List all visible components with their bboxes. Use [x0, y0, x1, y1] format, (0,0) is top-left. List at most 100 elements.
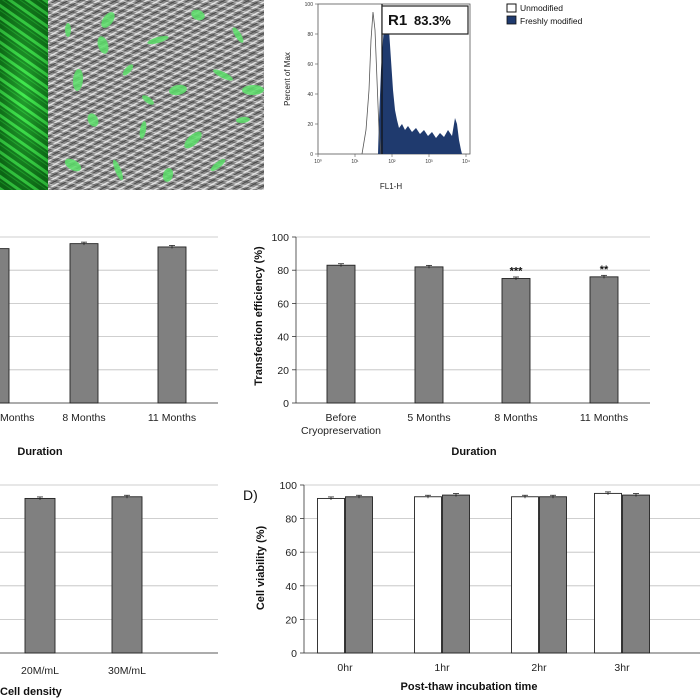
xtick-label: 0hr [337, 662, 353, 674]
flow-ytick-label: 0 [310, 152, 313, 158]
flow-xtick-label: 10² [388, 159, 396, 165]
gfp-cell [169, 84, 187, 96]
flow-ytick-label: 60 [307, 62, 313, 68]
legend-swatch-freshly-modified [506, 15, 517, 25]
gfp-cell [113, 159, 123, 181]
ytick-label: 60 [285, 547, 297, 559]
xtick-label: 8 Months [494, 412, 537, 424]
gfp-cell [101, 12, 115, 28]
gfp-cell [139, 121, 147, 139]
gfp-cell [232, 27, 244, 43]
flow-ytick-label: 100 [305, 2, 314, 8]
xtick-label: 1hr [434, 662, 450, 674]
gfp-cell [97, 36, 109, 54]
flow-ytick-label: 20 [307, 122, 313, 128]
gfp-cell [213, 69, 233, 81]
flow-ytick-label: 80 [307, 32, 313, 38]
y-axis-title: Cell viability (%) [255, 525, 267, 610]
flow-xtick-label: 10⁴ [462, 159, 470, 165]
ytick-label: 0 [283, 398, 289, 410]
gfp-cell [162, 168, 174, 182]
xtick-label: Before [326, 412, 357, 424]
x-axis-title: Cell density [0, 686, 63, 698]
ytick-label: 80 [285, 514, 297, 526]
xtick-label: Months [0, 412, 34, 424]
gfp-cell [147, 35, 169, 45]
bar [326, 264, 356, 404]
bar [539, 496, 567, 654]
gfp-cell [210, 158, 226, 172]
bar [511, 496, 539, 654]
ytick-label: 20 [285, 614, 297, 626]
bar [69, 243, 99, 404]
xtick-label: 11 Months [580, 412, 628, 424]
unmodified-histogram [361, 11, 382, 155]
flow-ylabel: Percent of Max [283, 52, 292, 106]
bar [0, 248, 10, 404]
xtick-label: 30M/mL [108, 665, 146, 677]
flow-histogram: 100 80 60 40 20 0 10⁰ 10¹ 10² 10³ 10⁴ Percent of … [283, 2, 583, 191]
x-axis-title: Duration [451, 446, 497, 458]
significance-marker: ** [600, 264, 609, 276]
viability-duration-chart: Months 8 Months 11 Months Duration [0, 236, 218, 458]
gfp-cell [87, 113, 99, 127]
gfp-cell [142, 95, 154, 105]
gfp-fluorescence-image [0, 0, 48, 190]
ytick-label: 60 [277, 298, 289, 310]
bar [442, 494, 470, 654]
phase-contrast-overlay-image [48, 0, 264, 190]
post-thaw-chart: 0 20 40 60 80 100 0hr 1hr 2hr 3hr D) Cell viability… [243, 480, 700, 693]
ytick-label: 100 [271, 232, 289, 244]
significance-marker: *** [510, 266, 524, 278]
legend-label-unmodified: Unmodified [520, 3, 563, 13]
flow-legend: Unmodified Freshly modified [506, 3, 583, 26]
bar [157, 246, 187, 404]
gfp-cell [184, 131, 202, 149]
xtick-label: 8 Months [62, 412, 105, 424]
gfp-cell [122, 64, 134, 76]
flow-xlabel: FL1-H [380, 182, 402, 191]
xtick-label: 3hr [614, 662, 630, 674]
gate-box [381, 5, 469, 35]
ytick-label: 40 [285, 581, 297, 593]
ytick-label: 80 [277, 265, 289, 277]
ytick-label: 20 [277, 365, 289, 377]
y-axis-title: Transfection efficiency (%) [253, 246, 265, 386]
panel-label: D) [243, 487, 258, 503]
flow-xtick-label: 10⁰ [314, 159, 322, 165]
x-axis-title: Post-thaw incubation time [401, 681, 538, 693]
bar [622, 494, 650, 654]
bar [594, 492, 622, 654]
gate-value: 83.3% [414, 13, 451, 28]
bar [317, 497, 345, 654]
x-axis-title: Duration [17, 446, 63, 458]
gfp-cell [72, 69, 84, 91]
gate-label: R1 [388, 12, 407, 29]
bar [414, 496, 442, 654]
bar [414, 266, 444, 404]
bar [345, 496, 373, 654]
bar [501, 278, 531, 404]
xtick-label: 2hr [531, 662, 547, 674]
xtick-label: 5 Months [407, 412, 450, 424]
xtick-label: 20M/mL [21, 665, 59, 677]
bar [111, 496, 143, 654]
legend-swatch-unmodified [506, 3, 517, 13]
gfp-cell [64, 158, 82, 172]
gfp-cell [65, 23, 71, 37]
flow-ytick-label: 40 [307, 92, 313, 98]
ytick-label: 0 [291, 648, 297, 660]
gfp-cell [191, 9, 205, 21]
ytick-label: 40 [277, 332, 289, 344]
xtick-label: 11 Months [148, 412, 196, 424]
bar [589, 276, 619, 404]
bar [24, 497, 56, 654]
gfp-cell [242, 84, 264, 96]
cell-density-chart: 20M/mL 30M/mL Cell density [0, 484, 218, 698]
flow-xtick-label: 10³ [425, 159, 433, 165]
ytick-label: 100 [279, 480, 297, 492]
gfp-cell [236, 116, 250, 124]
xtick-label: Cryopreservation [301, 425, 381, 437]
